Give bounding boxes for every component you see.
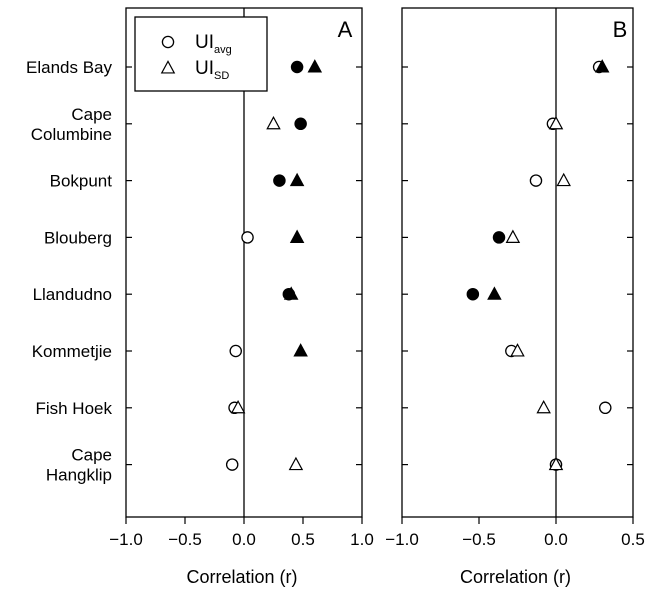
site-label: Kommetjie bbox=[32, 342, 112, 361]
point-uisd bbox=[536, 399, 551, 414]
point-uisd bbox=[289, 229, 305, 243]
panel-letter: A bbox=[338, 17, 353, 42]
legend-box bbox=[134, 16, 268, 92]
point-uisd bbox=[510, 343, 525, 357]
x-axis-title: Correlation (r) bbox=[186, 567, 297, 587]
x-tick-label: 0.5 bbox=[291, 530, 315, 549]
point-uisd bbox=[266, 115, 281, 130]
point-uisd bbox=[307, 59, 323, 73]
panel-b: −1.0 −0.5 0.0 0.5 Correlation (r) B bbox=[385, 7, 645, 587]
x-tick-label: 1.0 bbox=[350, 530, 374, 549]
point-uisd bbox=[283, 286, 299, 300]
x-tick-label: 0.0 bbox=[232, 530, 256, 549]
x-axis-title: Correlation (r) bbox=[460, 567, 571, 587]
site-label: Fish Hoek bbox=[35, 399, 112, 418]
point-uisd bbox=[548, 456, 564, 471]
legend-circle-icon bbox=[161, 35, 175, 49]
legend-triangle-icon bbox=[160, 60, 176, 74]
point-uiavg bbox=[273, 174, 286, 187]
x-tick-label: 0.5 bbox=[621, 530, 645, 549]
point-uisd bbox=[230, 399, 246, 414]
site-label: Llandudno bbox=[33, 285, 112, 304]
point-uiavg bbox=[294, 117, 307, 131]
point-uisd bbox=[556, 172, 571, 187]
panel-a: −1.0 −0.5 0.0 0.5 1.0 Correlation (r) A UIavgUI… bbox=[109, 7, 374, 587]
plot-frame bbox=[401, 7, 634, 518]
point-uisd bbox=[288, 456, 304, 471]
point-uiavg bbox=[599, 401, 612, 415]
x-tick-label: 0.0 bbox=[544, 530, 568, 549]
point-uiavg bbox=[229, 344, 242, 358]
point-uisd bbox=[594, 59, 610, 73]
point-uiavg bbox=[225, 458, 239, 471]
panel-letter: B bbox=[613, 17, 628, 42]
point-uisd bbox=[293, 343, 308, 357]
point-uiavg bbox=[529, 174, 543, 187]
point-uisd bbox=[289, 172, 305, 187]
legend-label-uiavg: UIavg bbox=[195, 32, 232, 56]
point-uisd bbox=[505, 229, 521, 243]
x-tick-label: −1.0 bbox=[109, 530, 143, 549]
x-tick-label: −0.5 bbox=[168, 530, 202, 549]
x-tick-label: −0.5 bbox=[462, 530, 496, 549]
point-uiavg bbox=[466, 287, 480, 301]
site-label: Elands Bay bbox=[26, 58, 112, 77]
site-label: Cape Hangklip bbox=[46, 446, 112, 485]
point-uisd bbox=[487, 286, 502, 300]
site-label: Cape Columbine bbox=[31, 105, 112, 144]
point-uisd bbox=[548, 115, 564, 130]
point-uiavg bbox=[290, 60, 304, 74]
x-tick-label: −1.0 bbox=[385, 530, 419, 549]
legend-label-uisd: UISD bbox=[195, 58, 229, 82]
point-uiavg bbox=[492, 231, 506, 244]
site-label: Blouberg bbox=[44, 228, 112, 247]
point-uiavg bbox=[241, 231, 254, 244]
site-label: Bokpunt bbox=[50, 172, 113, 191]
